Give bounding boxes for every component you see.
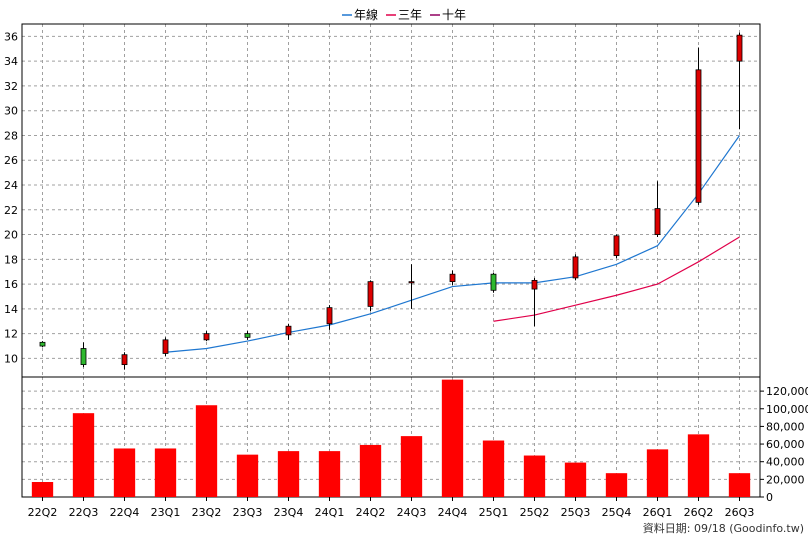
volume-bar: [318, 451, 341, 497]
price-tick-label: 12: [4, 328, 18, 341]
legend-label: 三年: [398, 8, 422, 22]
candle-body: [203, 333, 210, 341]
x-tick-label: 23Q2: [192, 506, 222, 519]
volume-tick-label: 0: [766, 491, 773, 504]
volume-frame: [21, 376, 761, 498]
price-tick-label: 18: [4, 253, 18, 266]
candle-body: [736, 34, 743, 62]
x-tick-label: 22Q3: [69, 506, 99, 519]
candle-body: [80, 348, 87, 366]
volume-bar: [482, 440, 505, 497]
x-tick-label: 24Q1: [315, 506, 345, 519]
x-tick-label: 25Q3: [561, 506, 591, 519]
x-axis: 22Q2 22Q3 22Q4 23Q1 23Q2 23Q3 23Q4 24Q1 24Q2 24Q3…: [28, 497, 755, 519]
volume-tick-label: 120,000: [766, 385, 808, 398]
volume-bar: [154, 448, 177, 497]
candle-body: [162, 339, 169, 354]
volume-bar: [728, 473, 751, 497]
candle-body: [39, 341, 46, 347]
volume-bar: [564, 462, 587, 497]
price-tick-label: 24: [4, 179, 18, 192]
candle-body: [531, 279, 538, 290]
candle-body: [613, 235, 620, 257]
candle-body: [695, 69, 702, 203]
x-tick-label: 24Q2: [356, 506, 386, 519]
volume-bar: [195, 405, 218, 497]
price-tick-label: 36: [4, 30, 18, 43]
price-frame: [21, 23, 761, 378]
price-grid: [22, 24, 760, 377]
x-tick-label: 26Q1: [643, 506, 673, 519]
legend: 年線 三年 十年: [342, 7, 466, 22]
candle-body: [326, 307, 333, 325]
plot-frames: [21, 23, 761, 498]
candle-body: [449, 273, 456, 283]
x-tick-label: 22Q4: [110, 506, 140, 519]
volume-bar: [687, 434, 710, 497]
volume-tick-label: 80,000: [766, 420, 805, 433]
volume-bars: [31, 379, 751, 497]
volume-tick-label: 60,000: [766, 438, 805, 451]
candle-body: [285, 325, 292, 336]
price-tick-label: 30: [4, 105, 18, 118]
volume-bar: [400, 436, 423, 497]
volume-tick-label: 100,000: [766, 403, 808, 416]
x-tick-label: 26Q3: [725, 506, 755, 519]
volume-tick-label: 40,000: [766, 456, 805, 469]
price-tick-label: 26: [4, 154, 18, 167]
x-tick-label: 25Q1: [479, 506, 509, 519]
price-tick-label: 16: [4, 278, 18, 291]
candle-body: [367, 281, 374, 307]
x-tick-label: 23Q1: [151, 506, 181, 519]
x-tick-label: 24Q3: [397, 506, 427, 519]
volume-bar: [359, 444, 382, 497]
volume-bar: [441, 379, 464, 497]
volume-bar: [113, 448, 136, 497]
volume-bar: [523, 455, 546, 497]
candle-body: [572, 256, 579, 279]
x-tick-label: 23Q4: [274, 506, 304, 519]
candlesticks: [39, 32, 743, 370]
volume-bar: [605, 473, 628, 497]
candle-body: [654, 208, 661, 235]
price-tick-label: 34: [4, 55, 18, 68]
price-tick-label: 28: [4, 129, 18, 142]
candle-body: [408, 281, 415, 284]
ma-line: [165, 135, 740, 353]
candle-body: [121, 354, 128, 366]
price-y-axis: 10 12 14 16 18 20 22 24 26 28 30 32 34 36: [4, 30, 18, 365]
volume-tick-label: 20,000: [766, 473, 805, 486]
volume-y-axis: 0 20,000 40,000 60,000 80,000 100,000 120,000: [760, 385, 808, 504]
x-tick-label: 25Q2: [520, 506, 550, 519]
price-tick-label: 32: [4, 80, 18, 93]
volume-bar: [277, 451, 300, 497]
volume-bar: [646, 449, 669, 497]
volume-bar: [236, 454, 259, 497]
legend-label: 年線: [354, 7, 378, 22]
x-tick-label: 26Q2: [684, 506, 714, 519]
price-tick-label: 20: [4, 229, 18, 242]
candle-body: [490, 273, 497, 291]
volume-bar: [31, 482, 54, 497]
price-tick-label: 22: [4, 204, 18, 217]
x-tick-label: 23Q3: [233, 506, 263, 519]
volume-grid: [22, 377, 760, 497]
x-tick-label: 24Q4: [438, 506, 468, 519]
x-tick-label: 25Q4: [602, 506, 632, 519]
legend-label: 十年: [442, 8, 466, 22]
source-note: 資料日期: 09/18 (Goodinfo.tw): [643, 521, 804, 535]
volume-bar: [72, 413, 95, 497]
x-tick-label: 22Q2: [28, 506, 58, 519]
candle-body: [244, 333, 251, 338]
price-tick-label: 14: [4, 303, 18, 316]
price-tick-label: 10: [4, 352, 18, 365]
